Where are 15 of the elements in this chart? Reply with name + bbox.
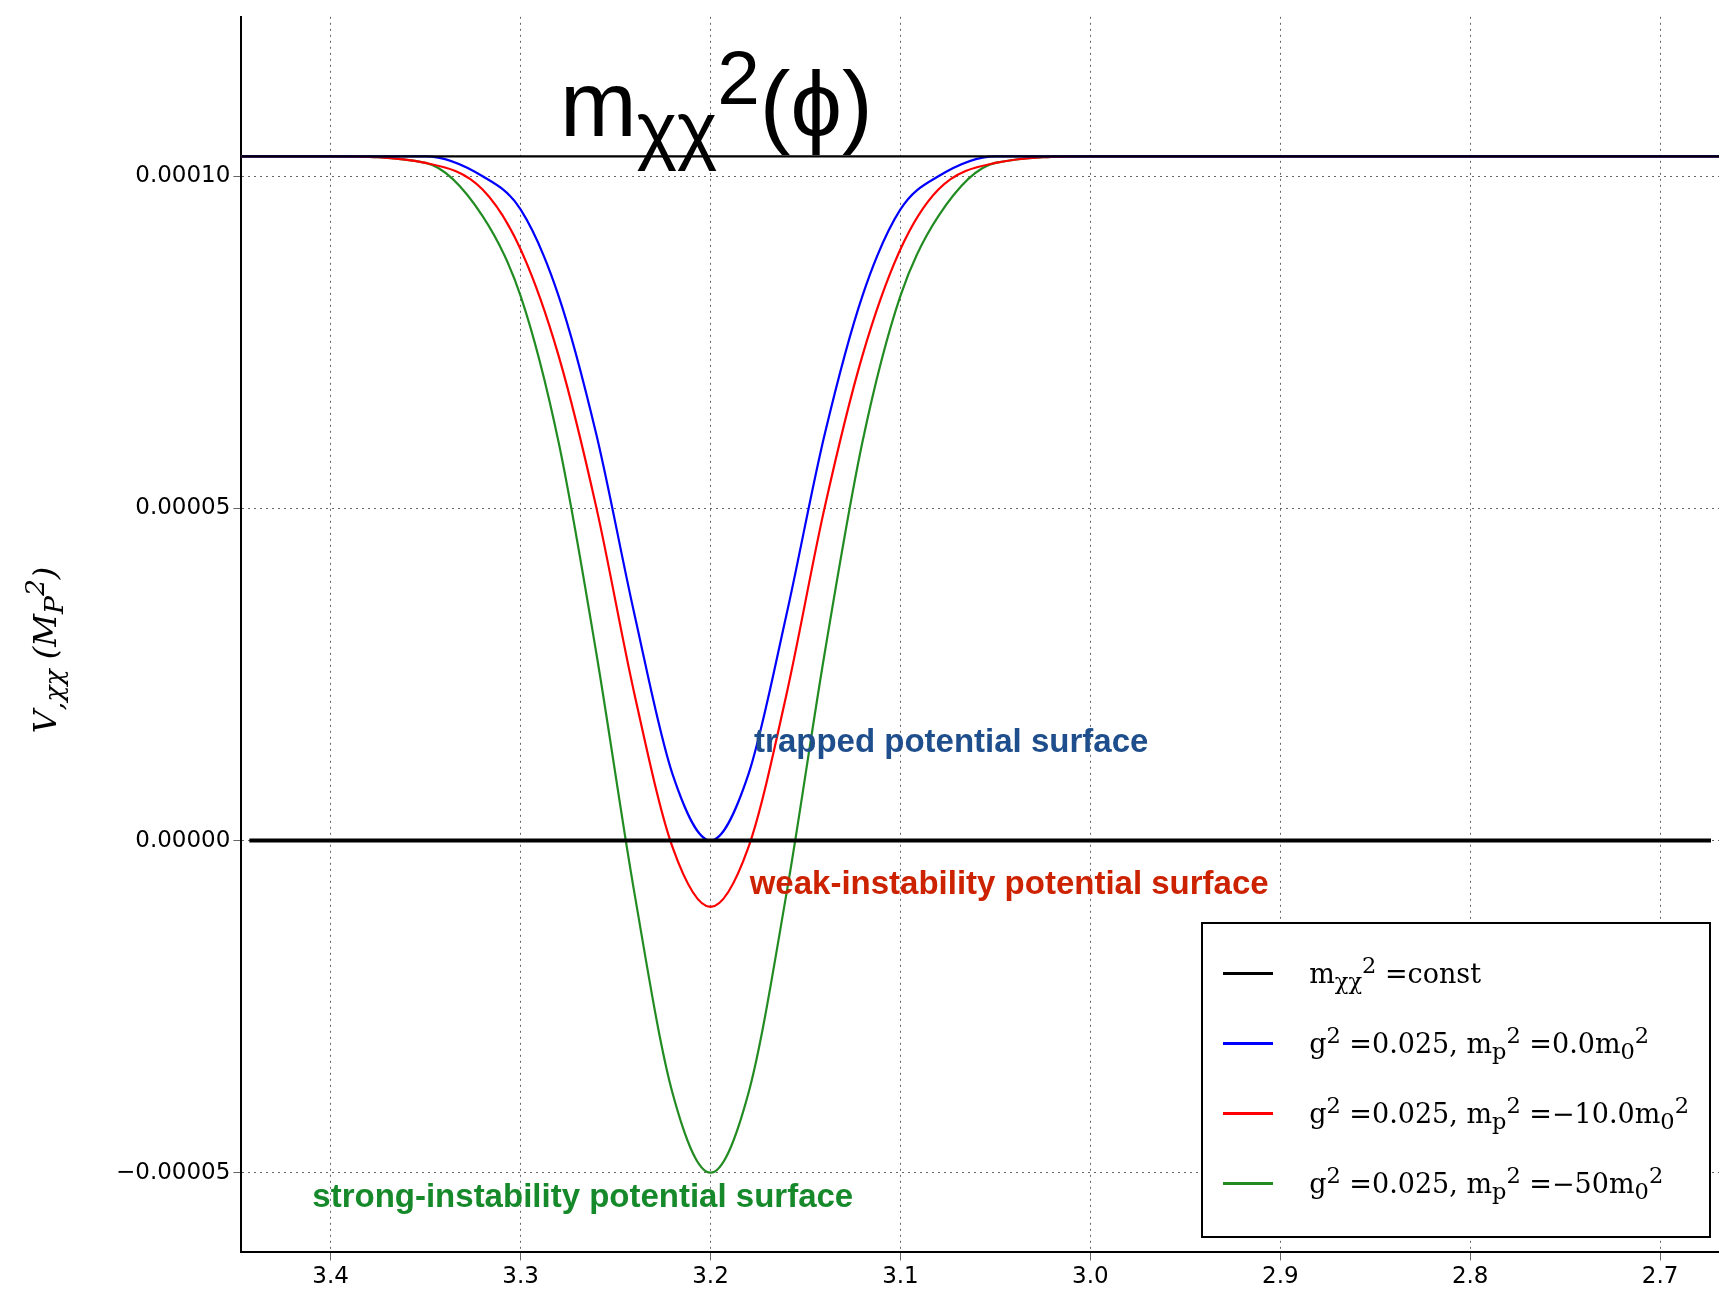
legend-label: m$_{χχ}$$^{2}$ =const <box>1309 951 1482 995</box>
x-tick-label: 3.0 <box>1072 1262 1109 1289</box>
x-tick-label: 2.9 <box>1261 1262 1299 1289</box>
x-tick-label: 3.4 <box>312 1262 349 1289</box>
y-tick-label: 0.00005 <box>135 493 231 520</box>
x-tick-label: 2.7 <box>1641 1262 1679 1289</box>
x-tick-label: 3.3 <box>502 1262 539 1289</box>
y-tick-label: 0.00000 <box>135 825 231 852</box>
x-tick-label: 3.2 <box>692 1262 729 1289</box>
chart-title: m$_{χχ}$$^{2}$(ϕ) <box>560 35 873 172</box>
annotation: strong-instability potential surface <box>312 1177 854 1215</box>
y-tick-label: 0.00010 <box>135 161 231 188</box>
x-tick-label: 3.1 <box>882 1262 919 1289</box>
y-tick-label: −0.00005 <box>115 1157 231 1184</box>
x-tick-label: 2.8 <box>1451 1262 1489 1289</box>
